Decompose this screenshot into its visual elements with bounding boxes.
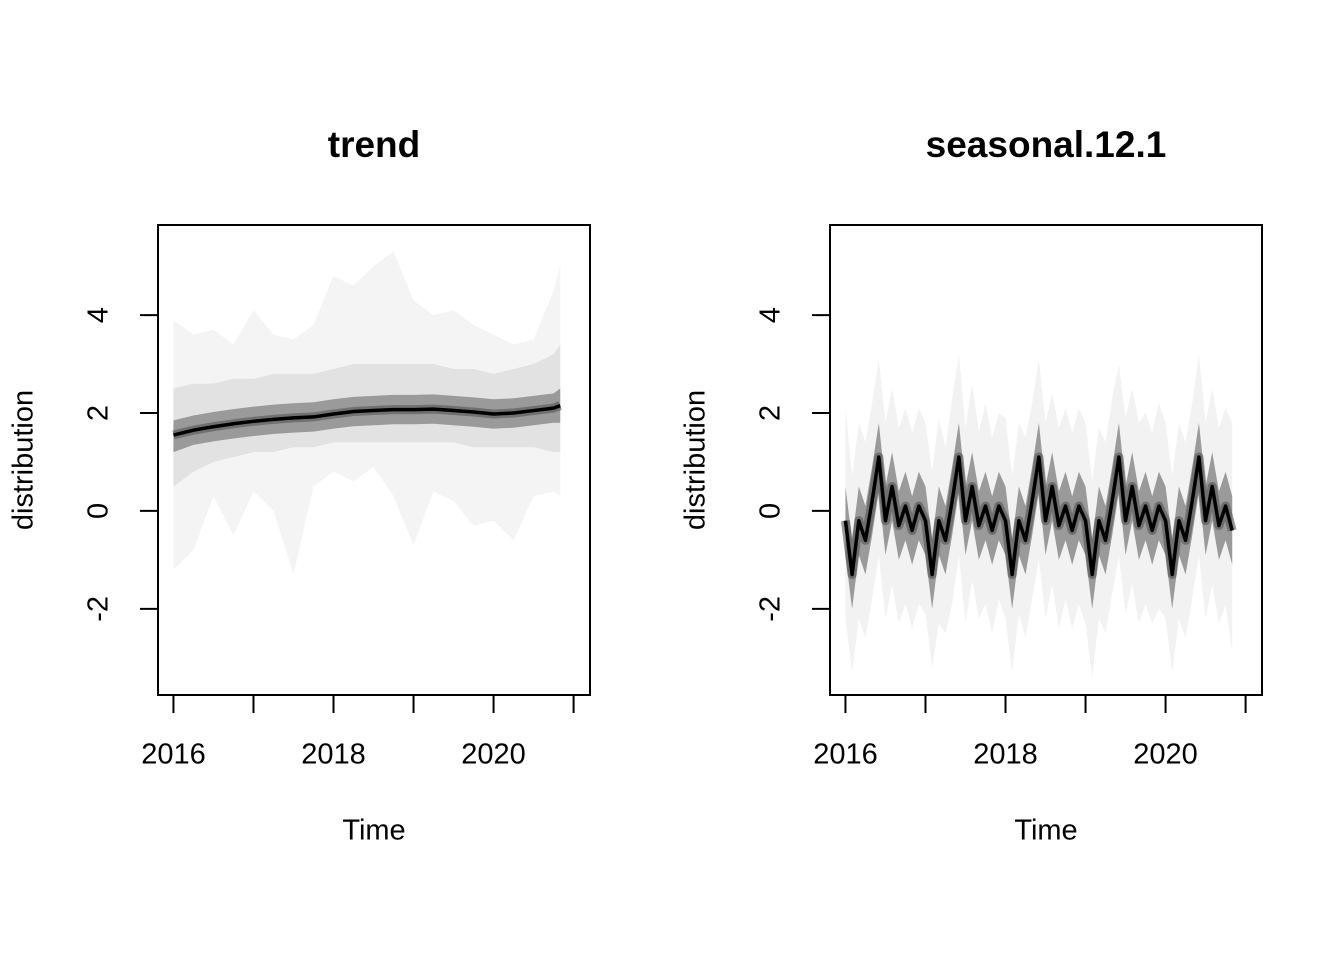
y-axis-label: distribution — [8, 390, 40, 530]
x-tick-label: 2018 — [301, 739, 366, 771]
distribution-band — [173, 388, 561, 453]
y-tick-label: 2 — [83, 405, 115, 421]
distribution-band — [845, 354, 1233, 678]
x-tick-label: 2020 — [461, 739, 526, 771]
x-axis-label: Time — [1014, 815, 1077, 847]
plot-area — [172, 251, 562, 575]
plot-area — [840, 354, 1237, 678]
median-line — [173, 404, 561, 437]
y-tick-label: 2 — [755, 405, 787, 421]
panel-title: seasonal.12.1 — [926, 124, 1167, 165]
y-tick-label: 4 — [755, 307, 787, 323]
x-tick-label: 2020 — [1133, 739, 1198, 771]
y-axis-label: distribution — [680, 390, 712, 530]
panel-title: trend — [328, 124, 421, 165]
median-line — [843, 455, 1234, 577]
x-tick-label: 2018 — [973, 739, 1038, 771]
x-tick-label: 2016 — [141, 739, 206, 771]
y-tick-label: 4 — [83, 307, 115, 323]
y-tick-label: -2 — [83, 596, 115, 622]
y-tick-label: -2 — [755, 596, 787, 622]
y-tick-label: 0 — [755, 503, 787, 519]
x-axis-label: Time — [342, 815, 405, 847]
panel: trend Time distribution 2016 2018 2020 -2 0 2 4 — [8, 124, 591, 847]
distribution-band — [845, 422, 1233, 609]
y-tick-label: 0 — [83, 503, 115, 519]
x-tick-label: 2016 — [813, 739, 878, 771]
